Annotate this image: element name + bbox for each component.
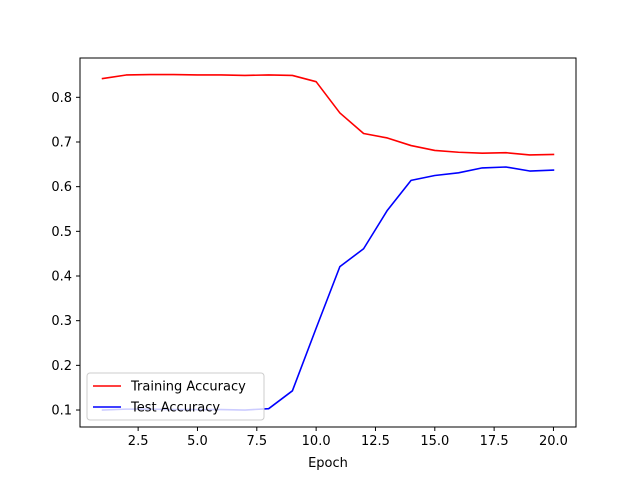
plot-area-frame	[79, 57, 577, 428]
x-tick-label: 15.0	[420, 434, 449, 449]
y-tick-label: 0.3	[51, 314, 72, 329]
x-tick-label: 5.0	[187, 434, 208, 449]
x-axis-label: Epoch	[308, 456, 348, 471]
y-tick-label: 0.5	[51, 225, 72, 240]
y-tick-label: 0.8	[51, 91, 72, 106]
legend-label: Test Accuracy	[130, 401, 220, 416]
x-tick-label: 17.5	[480, 434, 509, 449]
y-tick-label: 0.4	[51, 270, 72, 285]
y-tick-label: 0.6	[51, 180, 72, 195]
y-tick-label: 0.1	[51, 404, 72, 419]
x-tick-label: 10.0	[302, 434, 331, 449]
x-tick-label: 2.5	[128, 434, 149, 449]
x-tick-label: 12.5	[361, 434, 390, 449]
x-tick-label: 7.5	[246, 434, 267, 449]
x-tick-label: 20.0	[539, 434, 568, 449]
series-line-training-accuracy	[101, 73, 555, 156]
legend-box	[86, 372, 265, 421]
y-tick-label: 0.7	[51, 135, 72, 150]
legend-label: Training Accuracy	[130, 380, 246, 395]
y-tick-label: 0.2	[51, 359, 72, 374]
